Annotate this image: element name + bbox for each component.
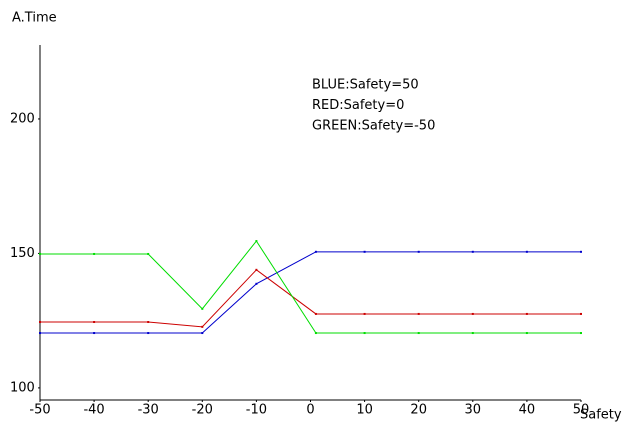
data-point: [314, 312, 317, 315]
x-tick-label: -10: [246, 403, 267, 418]
data-point: [201, 325, 204, 328]
data-point: [93, 332, 96, 335]
legend-entry: RED:Safety=0: [312, 98, 404, 113]
data-point: [314, 250, 317, 253]
x-axis-label: Safety: [580, 408, 622, 423]
data-point: [255, 268, 258, 271]
data-point: [363, 250, 366, 253]
data-point: [201, 332, 204, 335]
x-tick-label: 50: [573, 403, 590, 418]
data-point: [147, 321, 150, 324]
data-point: [39, 332, 41, 335]
data-point: [471, 332, 474, 335]
data-point: [580, 250, 582, 253]
series-line: [40, 251, 581, 334]
data-point: [417, 332, 420, 335]
y-tick-label: 100: [10, 380, 35, 395]
data-point: [471, 250, 474, 253]
x-tick-label: -20: [192, 403, 213, 418]
x-tick-label: 40: [519, 403, 536, 418]
data-point: [314, 332, 317, 335]
legend-entry: BLUE:Safety=50: [312, 78, 419, 93]
data-point: [255, 240, 258, 243]
legend-entry: GREEN:Safety=-50: [312, 119, 435, 134]
x-tick-label: -30: [138, 403, 159, 418]
data-point: [417, 312, 420, 315]
data-point: [255, 282, 258, 285]
data-point: [525, 250, 528, 253]
data-point: [417, 250, 420, 253]
data-point: [471, 312, 474, 315]
data-point: [147, 252, 150, 255]
y-tick-label: 150: [10, 246, 35, 261]
data-point: [147, 332, 150, 335]
data-point: [525, 312, 528, 315]
data-point: [580, 332, 582, 335]
x-tick-label: 30: [465, 403, 482, 418]
x-tick-label: 0: [306, 403, 314, 418]
x-tick-label: 20: [410, 403, 427, 418]
data-point: [201, 307, 204, 310]
y-tick-label: 200: [10, 111, 35, 126]
x-tick-label: -50: [29, 403, 50, 418]
data-point: [93, 321, 96, 324]
x-tick-label: -40: [83, 403, 104, 418]
data-point: [363, 312, 366, 315]
y-axis-label: A.Time: [12, 11, 57, 26]
x-tick-label: 10: [356, 403, 373, 418]
data-point: [363, 332, 366, 335]
data-point: [93, 252, 96, 255]
data-point: [580, 312, 582, 315]
data-point: [39, 252, 41, 255]
series-line: [40, 269, 581, 328]
data-point: [525, 332, 528, 335]
data-point: [39, 321, 41, 324]
